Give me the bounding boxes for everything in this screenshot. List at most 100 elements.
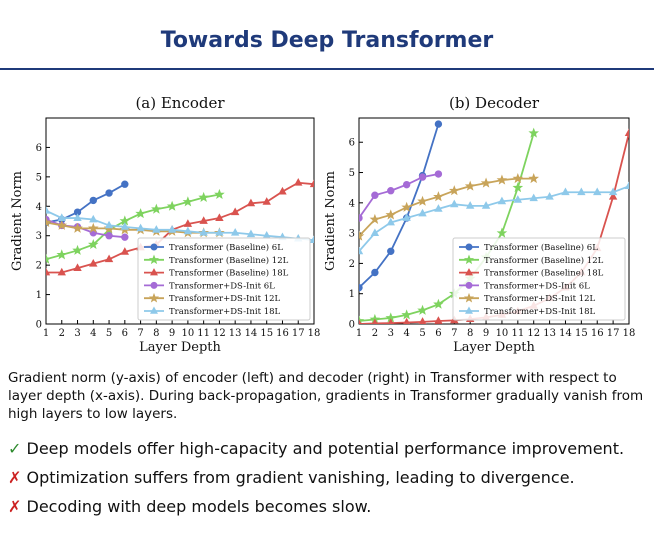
data-point	[73, 263, 82, 271]
legend-marker	[465, 268, 473, 276]
x-tick-label: 13	[543, 328, 556, 339]
chart-title: (b) Decoder	[449, 96, 540, 112]
data-point	[359, 246, 364, 255]
x-tick-label: 18	[623, 328, 636, 339]
legend-marker	[148, 292, 160, 303]
data-point	[403, 317, 411, 324]
data-point	[418, 317, 427, 324]
legend-label: Transformer (Baseline) 12L	[484, 255, 604, 266]
data-point	[89, 258, 98, 267]
data-point	[434, 120, 443, 128]
data-point	[246, 229, 256, 238]
data-point	[230, 207, 240, 216]
bullet-item: ✗ Decoding with deep models becomes slow…	[8, 497, 371, 516]
cross-icon: ✗	[8, 468, 22, 487]
data-point	[72, 222, 83, 233]
data-point	[434, 316, 443, 324]
data-point	[215, 228, 224, 236]
data-point	[386, 217, 395, 226]
bullet-item: ✗ Optimization suffers from gradient van…	[8, 468, 575, 487]
legend-marker	[465, 306, 473, 314]
data-point	[402, 180, 411, 189]
data-point	[46, 205, 51, 214]
y-tick-label: 3	[36, 231, 42, 242]
data-point	[166, 200, 178, 211]
data-point	[371, 191, 379, 199]
x-tick-label: 12	[213, 328, 226, 339]
x-tick-label: 3	[74, 328, 80, 339]
x-tick-label: 6	[122, 328, 128, 339]
data-point	[370, 228, 380, 237]
data-point	[417, 304, 428, 315]
x-tick-label: 1	[356, 328, 362, 339]
data-point	[385, 209, 397, 220]
data-point	[561, 187, 570, 196]
data-point	[513, 195, 523, 203]
data-point	[512, 173, 524, 184]
data-point	[73, 213, 82, 221]
y-axis-label: Gradient Norm	[325, 171, 338, 271]
x-tick-label: 17	[292, 328, 305, 339]
data-point	[608, 192, 618, 200]
chart-title: (a) Encoder	[135, 96, 225, 112]
x-tick-label: 18	[308, 328, 320, 339]
x-tick-label: 17	[607, 328, 620, 339]
y-tick-label: 4	[36, 202, 42, 213]
legend-box	[137, 237, 311, 321]
x-tick-label: 4	[90, 328, 96, 339]
data-point	[87, 222, 99, 233]
x-axis-label: Layer Depth	[139, 340, 221, 355]
data-point	[465, 201, 475, 209]
legend-label: Transformer (Baseline) 18L	[169, 268, 289, 279]
x-tick-label: 5	[106, 328, 112, 339]
data-point	[401, 309, 412, 320]
y-tick-label: 5	[36, 172, 42, 183]
data-point	[624, 181, 629, 190]
y-axis-label: Gradient Norm	[10, 171, 25, 271]
data-point	[136, 223, 145, 232]
legend-label: Transformer (Baseline) 6L	[484, 242, 598, 253]
x-tick-label: 3	[388, 328, 394, 339]
data-point	[198, 191, 209, 202]
data-point	[448, 185, 460, 196]
data-point	[215, 213, 224, 221]
data-point	[433, 298, 444, 309]
data-point	[104, 254, 114, 263]
y-tick-label: 5	[349, 168, 355, 179]
data-point	[387, 318, 394, 324]
data-point	[56, 219, 68, 230]
x-tick-label: 8	[153, 328, 159, 339]
y-tick-label: 3	[349, 229, 355, 240]
y-tick-label: 0	[349, 320, 355, 331]
cross-icon: ✗	[8, 497, 22, 516]
data-point	[183, 219, 193, 227]
data-point	[89, 196, 97, 205]
x-tick-label: 15	[575, 328, 588, 339]
x-tick-label: 2	[372, 328, 378, 339]
data-point	[359, 230, 365, 241]
data-point	[512, 182, 524, 193]
x-tick-label: 6	[435, 328, 441, 339]
data-point	[309, 179, 314, 188]
data-point	[359, 214, 363, 222]
data-point	[401, 201, 412, 212]
y-tick-label: 1	[349, 289, 355, 300]
bullet-item: ✓ Deep models offer high-capacity and po…	[8, 439, 624, 458]
data-point	[167, 225, 177, 233]
bullet-text: Optimization suffers from gradient vanis…	[26, 468, 575, 487]
data-point	[57, 267, 66, 276]
data-point	[496, 174, 508, 185]
data-point	[182, 196, 194, 207]
legend-marker	[150, 306, 158, 314]
data-point	[57, 213, 66, 221]
data-point	[496, 227, 508, 238]
data-point	[402, 213, 411, 221]
data-point	[87, 238, 99, 250]
y-tick-label: 4	[349, 198, 355, 209]
series-line-1	[359, 123, 440, 289]
data-point	[104, 220, 114, 229]
data-point	[497, 196, 507, 205]
data-point	[151, 203, 162, 214]
data-point	[120, 222, 130, 230]
